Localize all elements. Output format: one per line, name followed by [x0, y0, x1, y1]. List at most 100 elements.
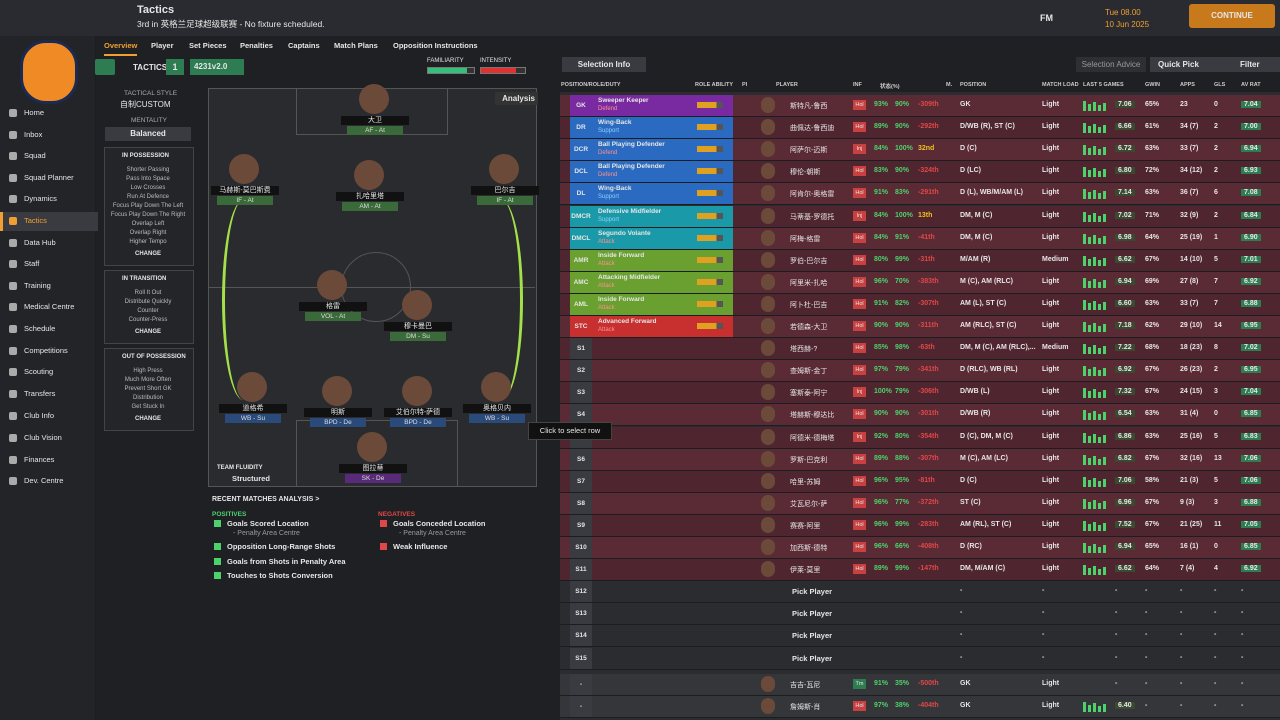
player-name[interactable]: 詹姆斯-肖 [790, 704, 821, 711]
column-header[interactable]: PLAYER [776, 82, 798, 88]
column-header[interactable]: ROLE ABILITY [695, 82, 733, 88]
column-header[interactable]: POSITION/ROLE/DUTY [561, 82, 621, 88]
table-row[interactable] [560, 316, 1280, 338]
table-row[interactable] [560, 426, 1280, 449]
tab[interactable]: Penalties [240, 41, 273, 50]
table-row[interactable] [560, 696, 1280, 718]
table-row[interactable] [560, 161, 1280, 184]
player-name[interactable]: 罗伯-巴尔吉 [790, 257, 828, 265]
tactic-slot[interactable]: 1 [166, 59, 184, 75]
nav-item[interactable]: Data Hub [24, 237, 56, 247]
player-name[interactable]: 塞斯泰-阿宁 [790, 390, 828, 398]
table-row[interactable] [560, 404, 1280, 427]
table-row[interactable] [560, 448, 1280, 471]
mentality-value[interactable]: Balanced [105, 127, 191, 141]
player-name[interactable]: 伊莱-莫里 [790, 567, 821, 575]
player-name[interactable]: 塔西赫-? [790, 346, 818, 354]
player-name[interactable]: 穆伦-朝斯 [790, 169, 821, 177]
tab[interactable]: Set Pieces [189, 41, 227, 50]
player-name[interactable]: 阿梅-格雷 [790, 235, 821, 243]
table-row[interactable] [560, 360, 1280, 383]
table-row[interactable] [560, 338, 1280, 361]
tab[interactable]: Player [151, 41, 174, 50]
player-name[interactable]: 明斯 [304, 408, 372, 417]
player-name[interactable]: 阿卜杜-巴吉 [790, 301, 828, 309]
nav-item[interactable]: Scouting [24, 367, 54, 377]
tactic-name[interactable]: 4231v2.0 [190, 59, 244, 75]
player-name[interactable]: 哈里-苏姆 [790, 478, 821, 486]
table-row[interactable] [560, 139, 1280, 162]
selection-advice[interactable]: Selection Advice [1076, 57, 1146, 72]
nav-item[interactable]: Club Vision [24, 433, 62, 442]
player-name[interactable]: 斯特凡-鲁西 [790, 103, 828, 110]
player-name[interactable]: Pick Player [792, 587, 833, 597]
player-name[interactable]: 查姆斯-金丁 [790, 368, 828, 376]
nav-item[interactable]: Finances [24, 454, 55, 464]
nav-item[interactable]: Schedule [24, 324, 56, 333]
nav-item[interactable]: Training [24, 280, 51, 290]
player-name[interactable]: 艾瓦尼尔-萨 [790, 500, 828, 508]
nav-item[interactable]: Dev. Centre [24, 476, 64, 486]
table-row[interactable] [560, 537, 1280, 559]
player-name[interactable]: 赛赛-阿里 [790, 522, 821, 530]
table-row[interactable] [560, 205, 1280, 228]
filter[interactable]: Filter [1232, 57, 1280, 72]
player-name[interactable]: 艾伯尔特-萨德 [384, 408, 452, 417]
nav-item[interactable]: Dynamics [24, 194, 57, 204]
nav-item[interactable]: Squad Planner [24, 172, 74, 182]
column-header[interactable]: APPS [1180, 82, 1195, 88]
style-value[interactable]: 自制CUSTOM [120, 100, 171, 109]
player-name[interactable]: 马赫斯-莫巴斯费 [211, 186, 279, 195]
player-name[interactable]: 马蒂基-罗德托 [790, 213, 835, 221]
player-name[interactable]: 道格希 [219, 404, 287, 413]
table-row[interactable] [560, 95, 1280, 117]
table-row[interactable] [560, 514, 1280, 537]
table-row[interactable] [560, 625, 1280, 648]
table-row[interactable] [560, 249, 1280, 272]
nav-item[interactable]: Competitions [24, 345, 68, 355]
tab[interactable]: Overview [104, 41, 138, 56]
nav-item[interactable]: Transfers [24, 388, 56, 398]
player-name[interactable]: Pick Player [792, 653, 833, 663]
player-name[interactable]: Pick Player [792, 609, 833, 619]
player-name[interactable]: 塔赫斯-穆达比 [790, 412, 835, 420]
player-name[interactable]: Pick Player [792, 631, 833, 641]
table-row[interactable] [560, 271, 1280, 294]
player-name[interactable]: 图拉蒂 [339, 464, 407, 473]
change-button[interactable]: CHANGE [134, 329, 161, 335]
table-row[interactable] [560, 382, 1280, 405]
player-name[interactable]: 加西斯-德特 [790, 545, 828, 552]
continue-button[interactable]: CONTINUE [1189, 4, 1275, 28]
table-row[interactable] [560, 581, 1280, 604]
tab[interactable]: Match Plans [334, 41, 378, 50]
column-header[interactable]: POSITION [960, 82, 987, 88]
back-button[interactable] [95, 59, 115, 75]
table-row[interactable] [560, 492, 1280, 515]
table-row[interactable] [560, 647, 1280, 670]
quick-pick[interactable]: Quick Pick [1150, 57, 1236, 72]
change-button[interactable]: CHANGE [134, 416, 161, 422]
table-row[interactable] [560, 293, 1280, 316]
change-button[interactable]: CHANGE [134, 251, 161, 257]
nav-item[interactable]: Club Info [24, 411, 55, 421]
player-name[interactable]: 曲佩达-鲁西迪 [790, 125, 835, 133]
player-name[interactable]: 阿里米-扎哈 [790, 279, 828, 287]
column-header[interactable]: PI [742, 82, 748, 88]
player-name[interactable]: 吉吉-瓦尼 [790, 682, 821, 689]
player-name[interactable]: 穆卡曼巴 [384, 322, 452, 331]
column-header[interactable]: AV RAT [1241, 82, 1261, 88]
table-row[interactable] [560, 603, 1280, 626]
nav-item[interactable]: Medical Centre [24, 302, 75, 312]
player-name[interactable]: 罗斯-巴克利 [790, 456, 828, 464]
player-name[interactable]: 阿肯尔-奥格雷 [790, 191, 835, 199]
table-row[interactable] [560, 227, 1280, 250]
player-name[interactable]: 奥格贝内 [463, 404, 531, 413]
nav-item[interactable]: Home [24, 108, 45, 117]
player-name[interactable]: 巴尔吉 [471, 186, 539, 195]
column-header[interactable]: 状态(%) [880, 84, 900, 90]
nav-item[interactable]: Staff [24, 259, 40, 269]
tab[interactable]: Opposition Instructions [393, 41, 478, 50]
table-row[interactable] [560, 183, 1280, 206]
player-name[interactable]: 扎哈里塔 [336, 192, 404, 201]
column-header[interactable]: LAST 5 GAMES [1083, 82, 1124, 88]
